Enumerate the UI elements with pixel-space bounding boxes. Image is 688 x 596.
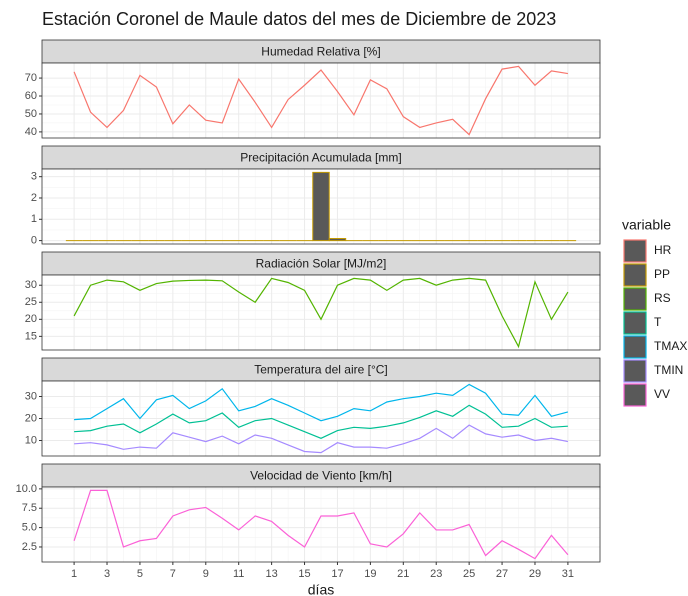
facet-title: Precipitación Acumulada [mm]	[240, 151, 401, 165]
y-tick-label: 7.5	[22, 502, 37, 514]
line	[74, 424, 569, 454]
plot-border	[41, 380, 601, 457]
x-tick-label: 23	[430, 568, 442, 580]
x-tick-label: 9	[203, 568, 209, 580]
plot-border	[41, 486, 601, 563]
legend-key	[623, 335, 647, 359]
legend-title: variable	[622, 217, 671, 233]
x-tick-label: 1	[71, 568, 77, 580]
y-tick-label: 2	[31, 192, 37, 204]
facet-title: Radiación Solar [MJ/m2]	[256, 257, 387, 271]
legend-key	[623, 287, 647, 311]
y-tick-label: 30	[25, 279, 37, 291]
legend-label: RS	[654, 291, 671, 305]
x-tick-label: 21	[397, 568, 409, 580]
x-tick-label: 3	[104, 568, 110, 580]
line	[73, 277, 569, 349]
y-tick-label: 15	[25, 330, 37, 342]
x-tick-label: 31	[562, 568, 574, 580]
x-tick-label: 13	[265, 568, 277, 580]
x-tick-label: 15	[298, 568, 310, 580]
legend-label: TMAX	[654, 339, 687, 353]
chart-title: Estación Coronel de Maule datos del mes …	[42, 9, 556, 29]
x-tick-label: 27	[496, 568, 508, 580]
plot-border	[41, 274, 601, 351]
legend-key	[623, 263, 647, 287]
y-tick-label: 1	[31, 213, 37, 225]
legend-label: T	[654, 315, 662, 329]
line	[74, 383, 569, 422]
y-tick-label: 2.5	[22, 541, 37, 553]
x-tick-label: 5	[137, 568, 143, 580]
legend-label: TMIN	[654, 363, 683, 377]
facet-title: Humedad Relativa [%]	[261, 45, 380, 59]
x-tick-label: 29	[529, 568, 541, 580]
y-tick-label: 20	[25, 412, 37, 424]
legend-label: HR	[654, 243, 672, 257]
y-tick-label: 5.0	[22, 522, 37, 534]
line	[73, 489, 569, 560]
facet-title: Velocidad de Viento [km/h]	[250, 469, 392, 483]
y-tick-label: 0	[31, 234, 37, 246]
legend-key	[623, 311, 647, 335]
bar	[312, 171, 330, 242]
legend-label: PP	[654, 267, 670, 281]
legend-label: VV	[654, 387, 670, 401]
y-tick-label: 40	[25, 126, 37, 138]
line	[73, 65, 568, 136]
facet-title: Temperatura del aire [°C]	[254, 363, 388, 377]
plot-border	[41, 168, 601, 245]
y-tick-label: 25	[25, 296, 37, 308]
y-tick-label: 20	[25, 313, 37, 325]
y-tick-label: 10	[25, 434, 37, 446]
x-tick-label: 25	[463, 568, 475, 580]
legend-key	[623, 383, 647, 407]
x-tick-label: 17	[331, 568, 343, 580]
line	[74, 404, 568, 439]
x-tick-label: 19	[364, 568, 376, 580]
y-tick-label: 3	[31, 171, 37, 183]
plot-border	[41, 62, 601, 139]
x-tick-label: 11	[233, 568, 244, 580]
bar	[328, 237, 347, 242]
y-tick-label: 60	[25, 90, 37, 102]
legend-key	[623, 239, 647, 263]
y-tick-label: 70	[25, 72, 37, 84]
x-axis-label: días	[308, 582, 334, 596]
y-tick-label: 30	[25, 390, 37, 402]
y-tick-label: 50	[25, 108, 37, 120]
x-tick-label: 7	[170, 568, 176, 580]
y-tick-label: 10.0	[16, 483, 37, 495]
legend-key	[623, 359, 647, 383]
